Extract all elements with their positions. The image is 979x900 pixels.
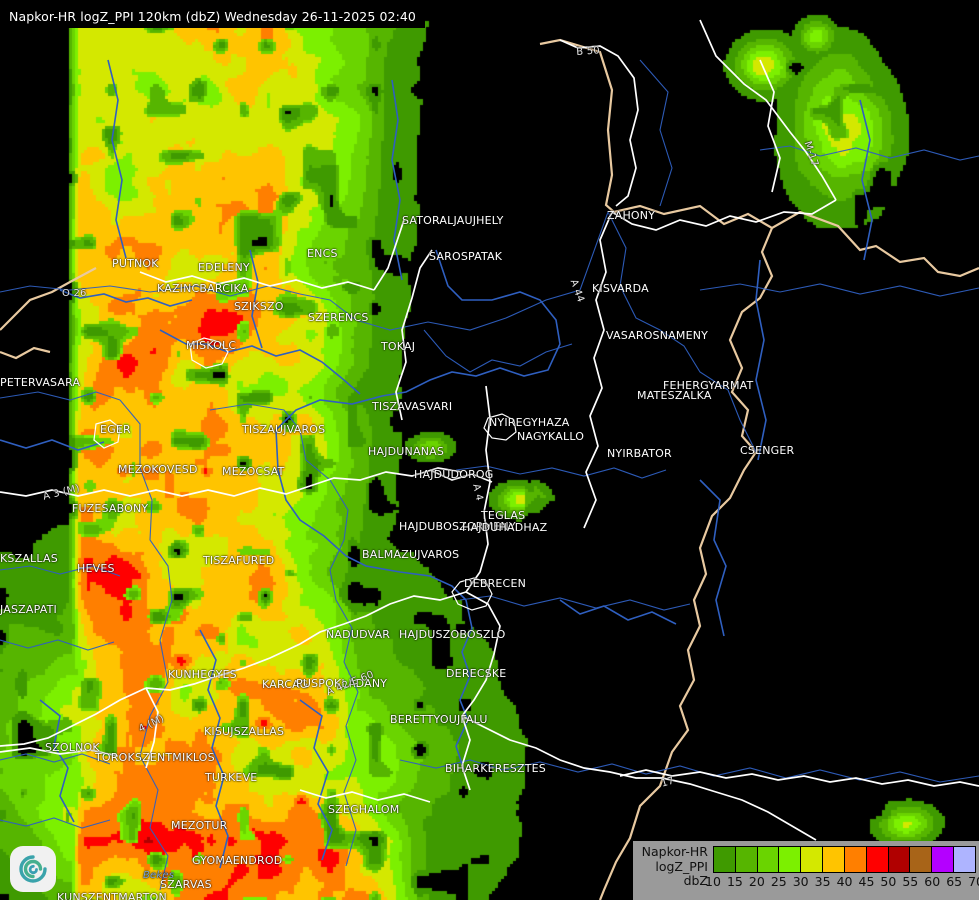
legend-line-product: logZ_PPI <box>655 858 708 874</box>
legend-tick-40: 40 <box>836 874 853 889</box>
city-outlines <box>93 337 517 611</box>
legend-line-unit: dbZ <box>683 873 708 888</box>
spiral-icon <box>19 855 47 883</box>
legend-tick-65: 65 <box>946 874 963 889</box>
legend-swatch-4 <box>801 847 824 872</box>
legend-tick-labels: 10 15 20 25 30 35 40 45 50 55 60 65 70 <box>702 875 979 889</box>
legend-color-swatches <box>713 846 976 873</box>
legend-tick-10: 10 <box>705 874 721 889</box>
legend-scale: 10 15 20 25 30 35 40 45 50 55 60 65 70 <box>705 841 979 889</box>
legend-swatch-8 <box>888 847 911 872</box>
legend-swatch-3 <box>779 847 802 872</box>
legend-swatch-6 <box>844 847 867 872</box>
color-scale-legend: Napkor-HR logZ_PPI dbZ 10 15 20 25 30 35 40 45 5… <box>633 841 979 900</box>
legend-swatch-5 <box>823 847 845 872</box>
legend-tick-15: 15 <box>726 874 743 889</box>
legend-tick-35: 35 <box>814 874 831 889</box>
legend-swatch-2 <box>757 847 780 872</box>
county-borders <box>0 59 979 891</box>
legend-tick-50: 50 <box>880 874 897 889</box>
legend-swatch-7 <box>866 847 889 872</box>
legend-tick-20: 20 <box>748 874 765 889</box>
legend-swatch-10 <box>932 847 955 872</box>
legend-tick-45: 45 <box>858 874 875 889</box>
legend-line-radar: Napkor-HR <box>641 844 708 859</box>
legend-tick-25: 25 <box>770 874 787 889</box>
country-border <box>0 38 979 900</box>
legend-tick-70: 70 <box>968 874 979 889</box>
page-title: Napkor-HR logZ_PPI 120km (dbZ) Wednesday… <box>0 7 425 28</box>
legend-tick-30: 30 <box>792 874 809 889</box>
roads <box>0 19 979 841</box>
spiral-logo <box>10 846 56 892</box>
legend-swatch-0 <box>714 847 736 872</box>
legend-swatch-11 <box>954 847 975 872</box>
legend-swatch-1 <box>735 847 758 872</box>
legend-tick-60: 60 <box>924 874 941 889</box>
legend-swatch-9 <box>910 847 933 872</box>
legend-labels: Napkor-HR logZ_PPI dbZ <box>633 841 713 889</box>
legend-tick-55: 55 <box>902 874 919 889</box>
rivers <box>0 59 873 869</box>
